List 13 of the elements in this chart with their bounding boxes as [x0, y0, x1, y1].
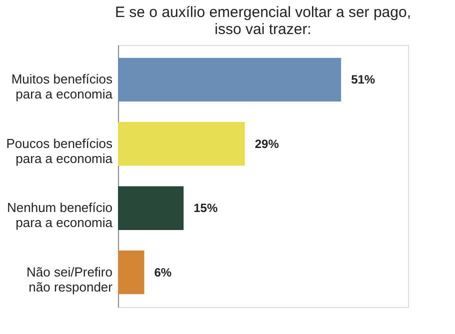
data-label: 29% [254, 136, 280, 151]
y-tick-label: Não sei/Prefiro não responder [26, 264, 114, 294]
data-label: 6% [154, 265, 172, 280]
chart-title: E se o auxílio emergencial voltar a ser pago, isso vai trazer: [115, 4, 411, 38]
y-tick-label: Muitos benefícios para a economia [11, 72, 114, 102]
bar [118, 122, 245, 166]
y-tick-label: Poucos benefícios para a economia [6, 136, 114, 166]
data-label: 51% [351, 72, 376, 87]
data-label: 15% [194, 201, 218, 216]
bar [118, 186, 184, 230]
y-tick-label: Nenhum benefício para a economia [6, 200, 114, 230]
bar [118, 58, 342, 102]
bar [118, 250, 144, 294]
